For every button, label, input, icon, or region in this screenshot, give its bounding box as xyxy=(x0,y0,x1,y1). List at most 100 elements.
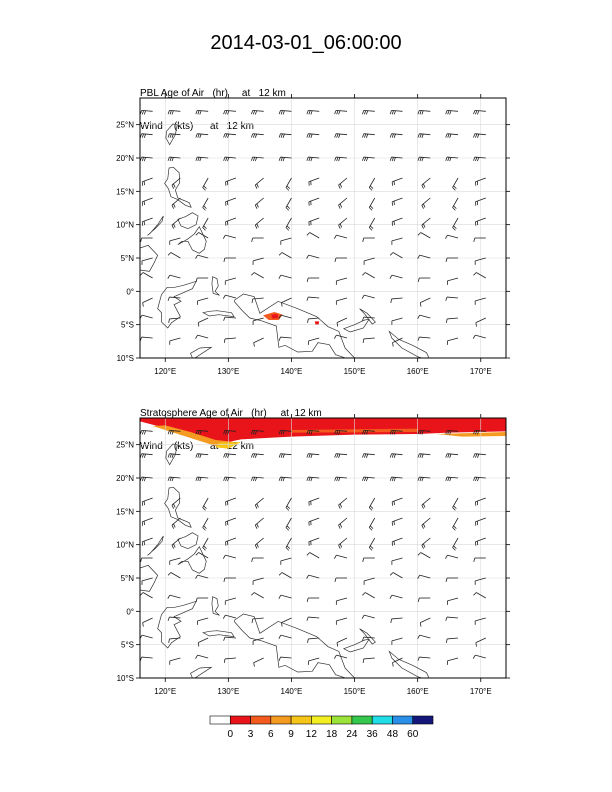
wind-barb-feather xyxy=(223,156,226,161)
wind-barb xyxy=(364,614,375,619)
wind-barb-feather xyxy=(167,430,170,435)
wind-barb-feather xyxy=(389,430,392,435)
wind-barb-feather xyxy=(223,476,226,481)
wind-barb xyxy=(308,657,320,662)
wind-barb xyxy=(447,637,459,640)
wind-barb-feather xyxy=(362,592,366,596)
wind-barb-feather xyxy=(167,296,170,301)
wind-barb-feather xyxy=(202,507,206,511)
wind-barb-feather xyxy=(141,133,145,138)
wind-barb-feather xyxy=(389,476,392,481)
wind-barb-feather xyxy=(475,133,478,138)
wind-barb-feather xyxy=(452,547,456,551)
wind-barb xyxy=(391,637,403,642)
wind-barb-feather xyxy=(197,133,200,138)
wind-barb-feather xyxy=(449,430,452,435)
y-tick-label: 15°N xyxy=(116,507,134,516)
wind-barb-feather xyxy=(197,322,200,327)
wind-barb-feather xyxy=(336,110,339,115)
wind-barb-feather xyxy=(223,257,226,262)
wind-barb-feather xyxy=(423,523,426,528)
wind-barb-feather xyxy=(278,156,281,161)
wind-barb xyxy=(336,597,348,602)
wind-barb-feather xyxy=(475,322,477,327)
wind-barb-feather xyxy=(336,322,339,327)
wind-barb-feather xyxy=(310,110,313,115)
wind-barb xyxy=(225,234,237,239)
wind-barb-feather xyxy=(282,133,285,138)
wind-barb-feather xyxy=(252,430,256,435)
wind-barb xyxy=(142,617,153,624)
wind-barb-feather xyxy=(278,336,281,341)
wind-barb-feather xyxy=(173,543,176,548)
wind-barb-feather xyxy=(256,203,259,208)
wind-barb-feather xyxy=(475,642,477,647)
wind-barb-feather xyxy=(421,453,424,458)
wind-barb-feather xyxy=(197,430,200,435)
wind-barb-feather xyxy=(453,225,457,229)
wind-barb-feather xyxy=(203,205,207,209)
wind-barb xyxy=(419,254,431,259)
coastline xyxy=(177,212,199,230)
wind-barb xyxy=(365,272,375,279)
wind-barb-feather xyxy=(338,184,341,189)
wind-barb xyxy=(170,572,181,579)
wind-barb xyxy=(336,234,348,239)
wind-barb-feather xyxy=(389,274,393,279)
colorbar-label: 6 xyxy=(268,729,274,740)
coastline xyxy=(177,225,207,254)
wind-barb-feather xyxy=(445,616,448,621)
map-area xyxy=(140,98,506,358)
wind-barb-feather xyxy=(473,156,476,161)
wind-barb-feather xyxy=(334,554,337,559)
wind-barb-feather xyxy=(390,618,392,623)
wind-barb-feather xyxy=(280,453,283,458)
wind-barb-feather xyxy=(281,622,283,627)
wind-barb-feather xyxy=(173,183,176,188)
wind-barb-feather xyxy=(421,224,424,229)
colorbar-label: 60 xyxy=(407,729,419,740)
wind-barb-feather xyxy=(338,477,341,482)
colorbar-box xyxy=(412,715,434,725)
wind-barb-feather xyxy=(417,314,420,319)
wind-barb-feather xyxy=(307,318,309,323)
wind-barb-feather xyxy=(368,227,373,231)
wind-barb-feather xyxy=(423,543,426,548)
colorbar-label: 24 xyxy=(346,729,358,740)
wind-barb-feather xyxy=(445,453,448,458)
wind-barb-feather xyxy=(362,476,365,481)
wind-barb xyxy=(363,316,375,319)
wind-barb-feather xyxy=(252,110,256,115)
wind-barb-feather xyxy=(252,133,256,138)
colorbar-label: 36 xyxy=(366,729,378,740)
wind-barb-feather xyxy=(334,453,337,458)
y-tick-label: 5°N xyxy=(121,254,135,263)
wind-barb-feather xyxy=(167,133,170,138)
wind-barb-feather xyxy=(171,504,175,509)
wind-barb-feather xyxy=(256,223,259,228)
wind-barb-feather xyxy=(423,183,426,188)
wind-barb-feather xyxy=(251,618,254,623)
wind-barb-feather xyxy=(364,157,367,162)
wind-barb-feather xyxy=(171,184,175,189)
x-tick-label: 140°E xyxy=(281,367,303,376)
wind-barb-feather xyxy=(364,133,367,138)
coastline xyxy=(202,310,235,318)
wind-barb xyxy=(252,297,264,300)
coastline xyxy=(359,308,376,325)
wind-barb-feather xyxy=(199,110,202,115)
wind-barb-feather xyxy=(452,187,456,191)
wind-barb-feather xyxy=(445,156,448,161)
wind-barb-feather xyxy=(140,430,143,435)
wind-barb-feather xyxy=(417,552,422,556)
wind-barb xyxy=(364,577,375,582)
wind-barb-feather xyxy=(477,477,480,482)
wind-barb-feather xyxy=(417,476,420,481)
wind-barb-feather xyxy=(143,110,146,115)
wind-barb-feather xyxy=(419,110,422,115)
wind-barb-feather xyxy=(419,133,422,138)
x-tick-label: 170°E xyxy=(470,367,492,376)
wind-barb-feather xyxy=(250,110,254,115)
wind-barb-feather xyxy=(310,430,313,435)
wind-barb-feather xyxy=(254,204,258,209)
